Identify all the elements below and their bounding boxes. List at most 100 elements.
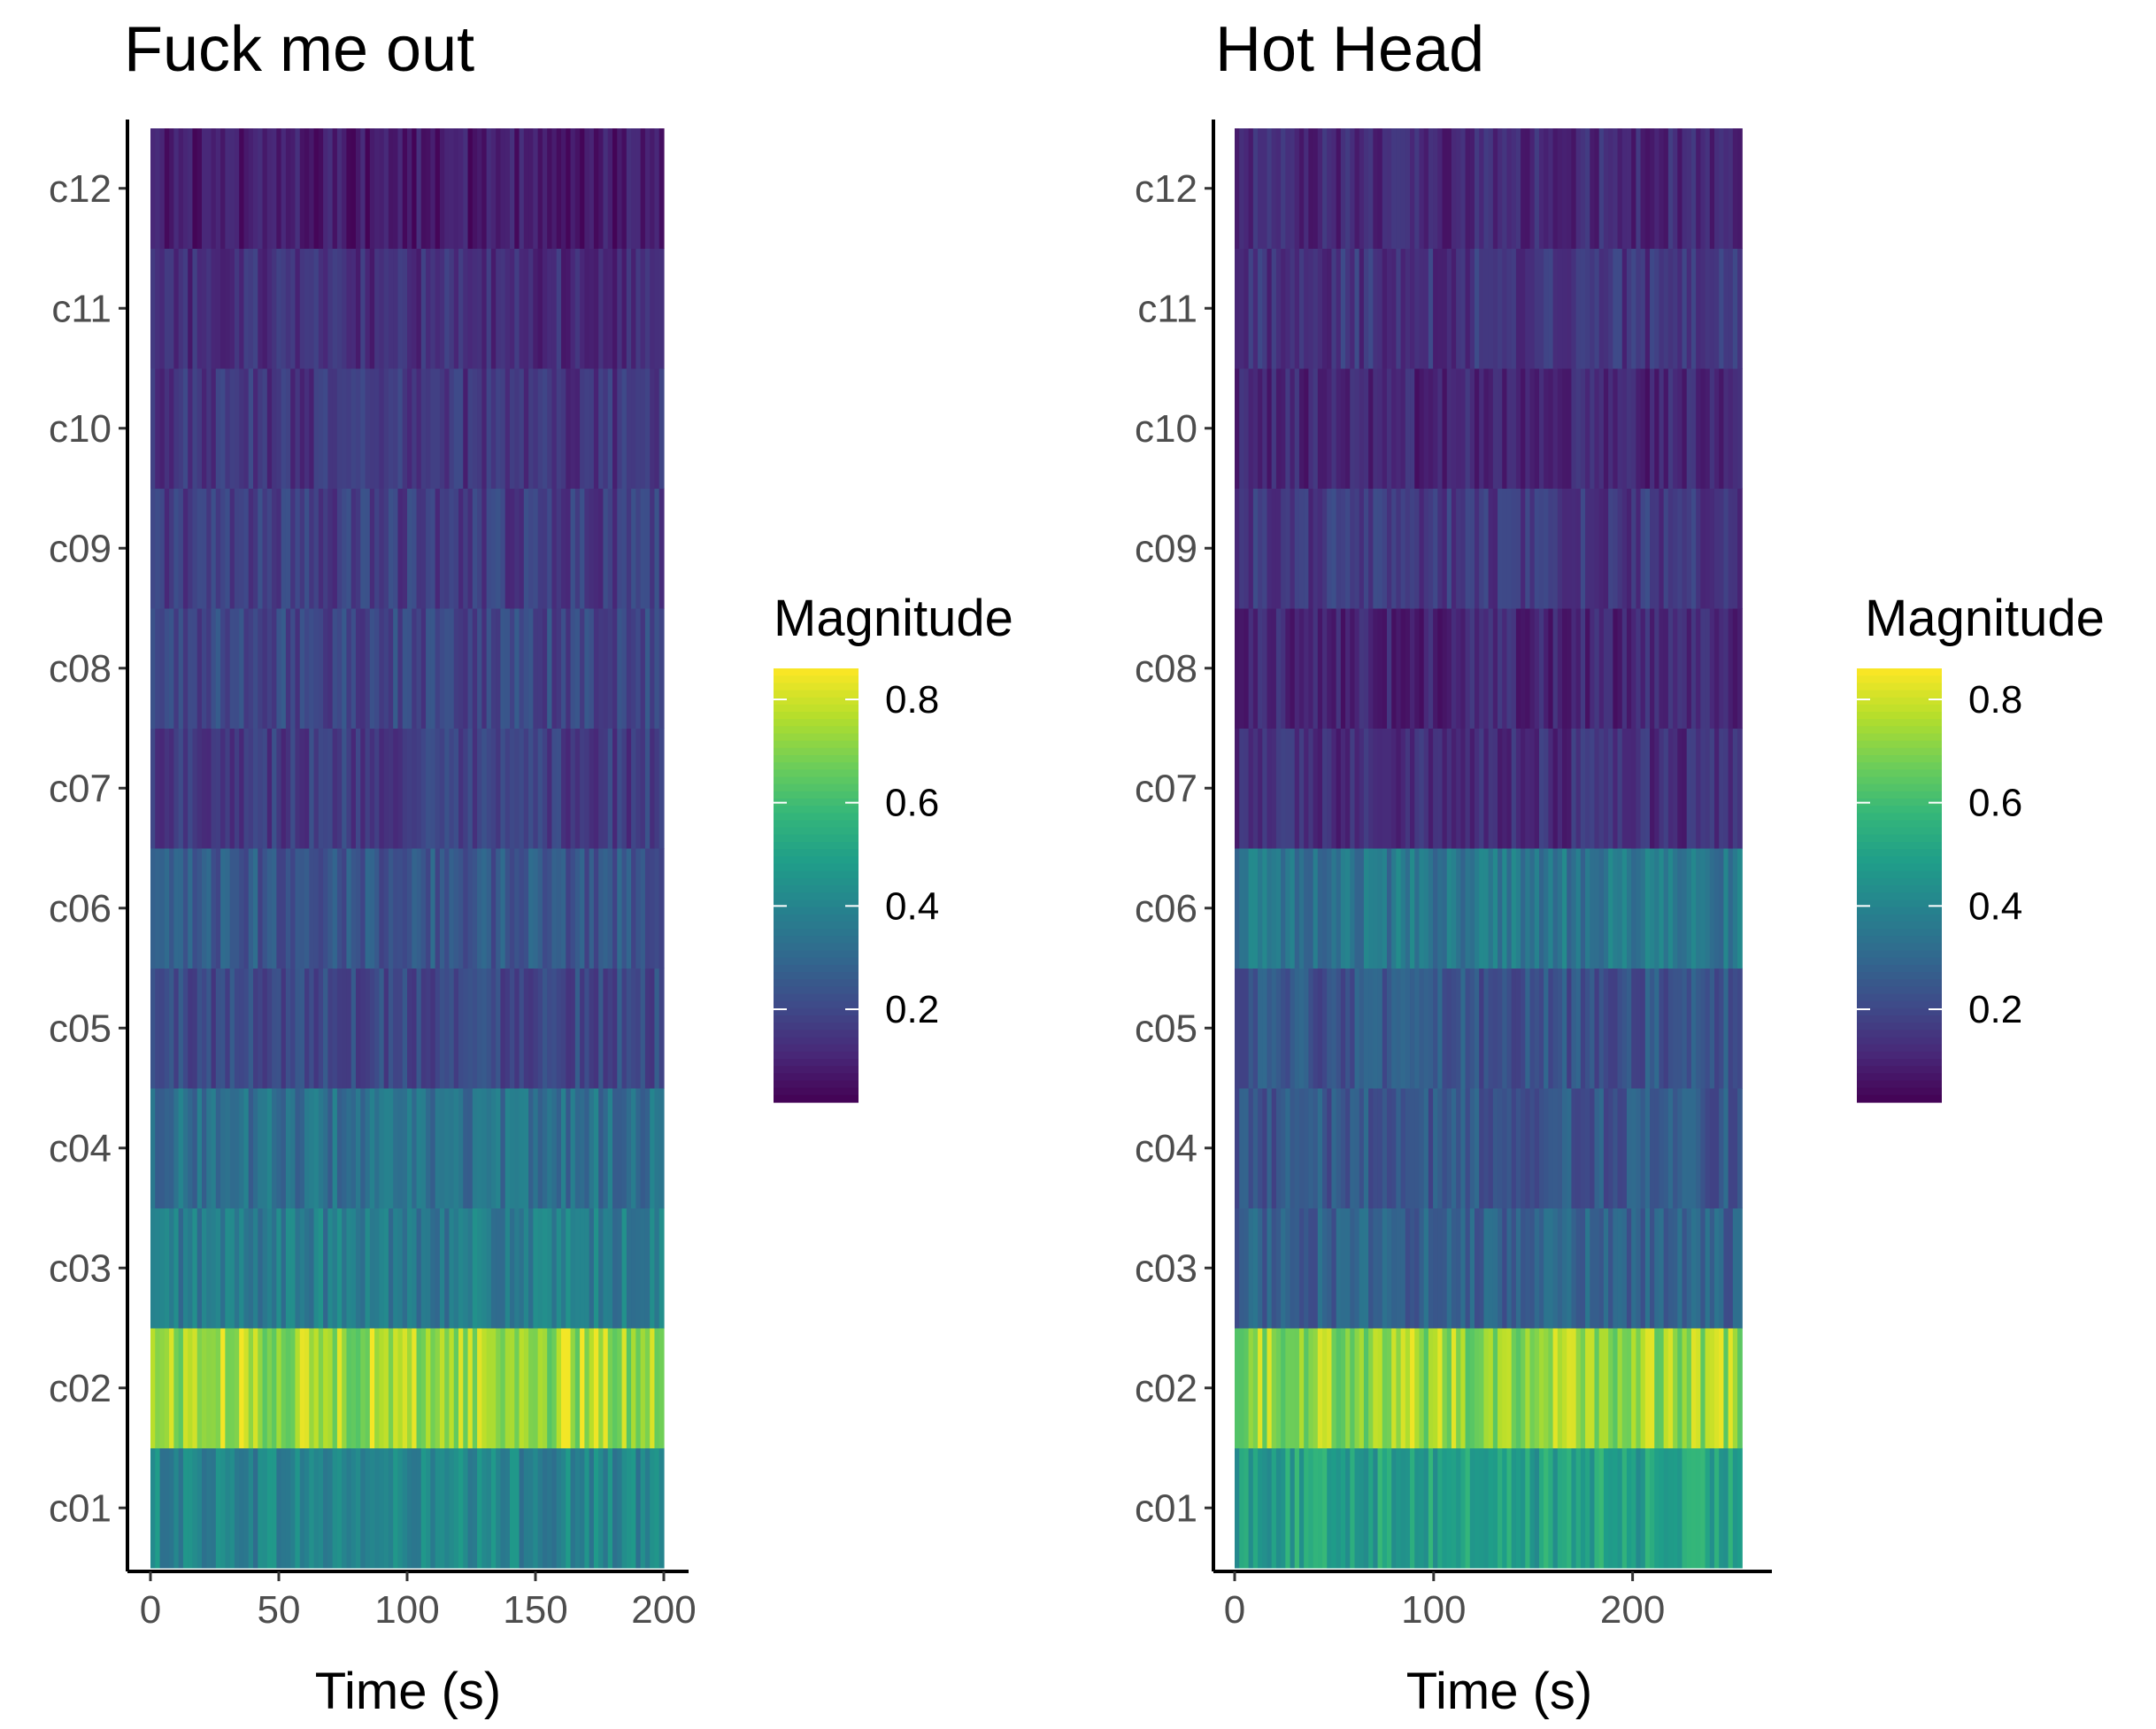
heat-cell xyxy=(1525,1088,1531,1208)
heat-cell xyxy=(504,1208,511,1329)
heat-cell xyxy=(1363,1447,1369,1569)
heat-cell xyxy=(1460,248,1467,369)
heat-cell xyxy=(211,368,217,489)
heat-cell xyxy=(169,128,174,249)
heat-cell xyxy=(426,848,431,969)
heat-cell xyxy=(500,248,506,369)
heat-cell xyxy=(336,608,343,729)
heat-cell xyxy=(304,488,310,609)
heat-cell xyxy=(1313,848,1319,969)
heat-cell xyxy=(258,248,264,369)
heat-cell xyxy=(1709,128,1715,249)
heat-cell xyxy=(1275,608,1282,729)
heat-cell xyxy=(1391,488,1397,609)
heat-cell xyxy=(309,968,315,1089)
heat-cell xyxy=(1298,1088,1305,1208)
heat-cell xyxy=(453,128,459,249)
heat-cell xyxy=(164,1208,170,1329)
heat-cell xyxy=(1267,848,1273,969)
heat-cell xyxy=(1354,1447,1360,1569)
heat-cell xyxy=(342,848,348,969)
heat-cell xyxy=(1732,728,1738,849)
heat-cell xyxy=(519,488,525,609)
heat-cell xyxy=(453,1328,459,1448)
heat-cell xyxy=(169,368,174,489)
heat-cell xyxy=(1317,248,1323,369)
heat-cell xyxy=(631,1328,636,1448)
heat-cell xyxy=(192,848,198,969)
heat-cell xyxy=(1498,248,1503,369)
heat-cell xyxy=(1525,608,1531,729)
colorbar-segment xyxy=(1857,783,1942,792)
heat-cell xyxy=(388,1328,394,1448)
heat-cell xyxy=(299,248,305,369)
heat-cell xyxy=(1538,1208,1544,1329)
heat-cell xyxy=(350,1088,357,1208)
heat-cell xyxy=(1281,1328,1286,1448)
heat-cell xyxy=(1737,1447,1743,1569)
heat-cell xyxy=(514,608,520,729)
heat-cell xyxy=(1529,608,1536,729)
heat-cell xyxy=(1446,968,1452,1089)
heat-cell xyxy=(1521,368,1526,489)
heat-cell xyxy=(1492,608,1498,729)
heat-cell xyxy=(449,368,455,489)
heat-cell xyxy=(1713,1447,1720,1569)
colorbar-segment xyxy=(774,1007,859,1016)
heat-cell xyxy=(1603,1328,1609,1448)
heat-cell xyxy=(1506,728,1513,849)
heat-cell xyxy=(1294,488,1300,609)
heat-cell xyxy=(1621,488,1628,609)
heat-cell xyxy=(640,728,646,849)
heat-cell xyxy=(1732,1328,1738,1448)
heat-cell xyxy=(1262,1208,1268,1329)
heat-cell xyxy=(1465,128,1471,249)
heat-cell xyxy=(631,728,636,849)
heat-cell xyxy=(612,1208,618,1329)
heat-cell xyxy=(490,488,497,609)
colorbar-segment xyxy=(1857,690,1942,699)
heat-cell xyxy=(1585,968,1590,1089)
heat-cell xyxy=(1298,248,1305,369)
heat-cell xyxy=(1613,1447,1619,1569)
heat-cell xyxy=(1336,1328,1342,1448)
colorbar-segment xyxy=(1857,747,1942,756)
colorbar-segment xyxy=(1857,921,1942,930)
heat-cell xyxy=(1465,728,1471,849)
heat-cell xyxy=(383,848,389,969)
heat-cell xyxy=(598,1447,604,1569)
heat-cell xyxy=(1400,368,1406,489)
heat-cell xyxy=(229,1208,235,1329)
heat-cell xyxy=(1552,1447,1559,1569)
heat-cell xyxy=(1442,1208,1448,1329)
heat-cell xyxy=(1663,968,1669,1089)
heat-cell xyxy=(514,848,520,969)
colorbar-segment xyxy=(1857,1023,1942,1030)
heat-cell xyxy=(1391,1447,1397,1569)
heat-cell xyxy=(1659,1088,1665,1208)
heat-cell xyxy=(1732,1208,1738,1329)
heat-cell xyxy=(1552,1208,1559,1329)
heat-cell xyxy=(1621,1088,1628,1208)
heat-cell xyxy=(402,248,408,369)
heat-cell xyxy=(1557,728,1563,849)
y-tick-label: c10 xyxy=(49,407,112,451)
heat-cell xyxy=(164,968,170,1089)
heat-cell xyxy=(1304,1208,1309,1329)
heat-cell xyxy=(640,488,646,609)
heat-cell xyxy=(342,968,348,1089)
heat-cell xyxy=(1419,728,1425,849)
heat-cell xyxy=(1613,848,1619,969)
heat-cell xyxy=(1667,1328,1674,1448)
heat-cell xyxy=(1515,1328,1521,1448)
heat-cell xyxy=(1515,968,1521,1089)
heat-cell xyxy=(1515,848,1521,969)
heat-cell xyxy=(1506,1088,1513,1208)
heat-cell xyxy=(1631,488,1636,609)
heat-cell xyxy=(631,1447,636,1569)
heat-cell xyxy=(412,128,418,249)
heat-cell xyxy=(178,608,184,729)
heat-cell xyxy=(1719,728,1725,849)
heat-cell xyxy=(173,848,180,969)
heat-cell xyxy=(1258,1208,1263,1329)
